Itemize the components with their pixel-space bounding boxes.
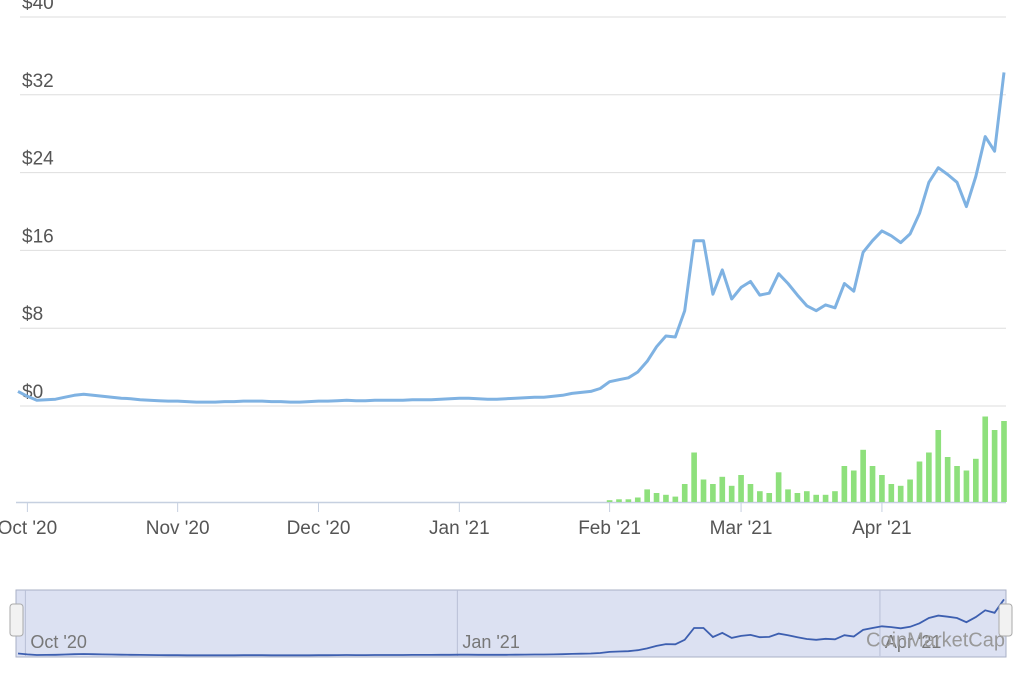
navigator-line — [17, 598, 1005, 657]
navigator-label: Jan '21 — [462, 632, 519, 652]
volume-bar — [747, 484, 754, 502]
volume-bar — [738, 475, 744, 502]
volume-bar — [869, 466, 876, 502]
volume-bar — [775, 472, 782, 502]
volume-bar — [982, 416, 989, 502]
x-tick-label: Mar '21 — [710, 518, 773, 539]
navigator-handle-right[interactable] — [998, 603, 1013, 637]
volume-bar — [691, 452, 697, 502]
volume-bar — [954, 466, 960, 502]
watermark: CoinMarketCap — [866, 629, 1005, 651]
volume-bar — [888, 484, 895, 502]
x-tick-label: Oct '20 — [0, 518, 57, 539]
x-tick-label: Jan '21 — [429, 518, 490, 539]
volume-bar — [766, 493, 773, 502]
volume-bar — [944, 457, 951, 502]
volume-bar — [916, 461, 923, 502]
volume-bar — [794, 493, 801, 502]
volume-bar — [634, 497, 641, 502]
volume-bar — [672, 496, 679, 502]
x-tick-label: Nov '20 — [146, 518, 210, 539]
volume-bar — [926, 452, 932, 502]
volume-bar — [710, 484, 716, 502]
volume-bar — [616, 499, 622, 502]
volume-bar — [963, 470, 970, 502]
volume-bar — [681, 484, 688, 502]
navigator-handle-left[interactable] — [9, 603, 24, 637]
y-tick-label: $32 — [22, 71, 54, 92]
volume-bar — [897, 485, 904, 502]
volume-bar — [1001, 421, 1007, 502]
volume-bar — [935, 430, 942, 502]
x-tick-label: Feb '21 — [578, 518, 641, 539]
x-tick-label: Dec '20 — [287, 518, 351, 539]
volume-bar — [850, 470, 857, 502]
x-tick-label: Apr '21 — [852, 518, 912, 539]
volume-bar — [625, 499, 632, 502]
volume-bar — [663, 494, 669, 502]
volume-bar — [785, 489, 791, 502]
volume-bar — [606, 500, 613, 502]
volume-bar — [879, 475, 885, 502]
y-tick-label: $40 — [22, 0, 54, 14]
volume-bar — [841, 466, 848, 502]
y-tick-label: $24 — [22, 149, 54, 170]
volume-bar — [644, 489, 650, 502]
volume-bar — [822, 494, 829, 502]
volume-bar — [832, 491, 838, 502]
volume-bar — [803, 491, 810, 502]
volume-bar — [719, 476, 726, 502]
y-tick-label: $8 — [22, 304, 43, 325]
volume-bar — [991, 430, 998, 502]
volume-bar — [860, 449, 866, 502]
volume-bar — [757, 491, 763, 502]
volume-bar — [973, 458, 979, 502]
volume-bar — [653, 493, 660, 502]
volume-bar — [728, 485, 735, 502]
navigator-background — [15, 589, 1007, 658]
navigator-label: Oct '20 — [30, 632, 86, 652]
volume-bar — [700, 479, 707, 502]
volume-bar — [813, 494, 820, 502]
volume-bar — [907, 479, 913, 502]
y-tick-label: $16 — [22, 226, 54, 247]
price-line — [17, 72, 1006, 404]
navigator-label: Apr '21 — [885, 632, 941, 652]
